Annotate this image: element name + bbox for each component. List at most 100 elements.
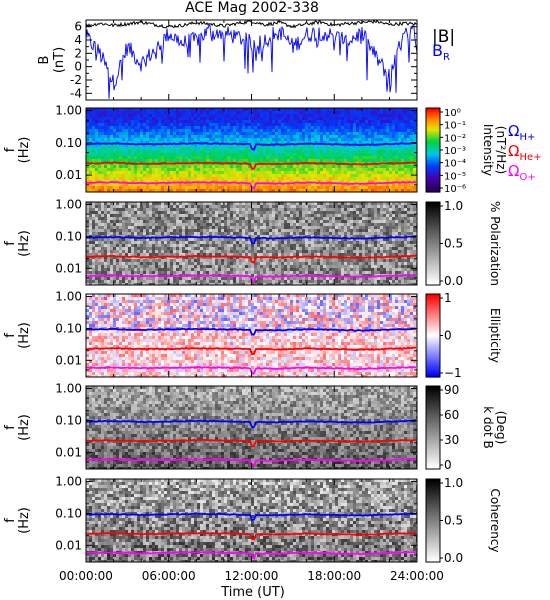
omega-o-line [85,366,417,375]
b-r-series-line [85,24,418,99]
y-tick-label: 0.10 [55,136,82,150]
x-tick-label: 24:00:00 [390,569,444,583]
colorbar-label: Ellipticity [488,308,502,363]
y-tick-label: -2 [70,73,82,87]
y-axis-label: f [3,241,18,246]
intensity-colorbar: 10⁰ 10⁻¹10⁻² 10⁻³ 10⁻⁴10⁻⁵ 10⁻⁶ Intensity (nT²… [425,107,508,195]
x-axis-label: Time (UT) [220,585,285,600]
omega-he-line [85,531,417,541]
y-tick-label: 0.01 [55,353,82,367]
colorbar-tick-label: −1 [444,366,462,380]
colorbar-tick-label: 1.0 [444,199,463,213]
colorbar-unit: (nT²/Hz) [494,126,508,174]
y-axis-label: f [3,333,18,338]
wave-normal-angle-colorbar: 90 60 30 0 k dot B (Deg) [425,383,508,472]
legend-b-total: |B| [432,27,455,47]
colorbar-tick-label: 10⁰ [444,108,461,119]
y-tick-label: 0.10 [55,506,82,520]
ellipticity-panel: 1.00 0.10 0.01 f (Hz) 1 0 −1 Ellipticity [3,290,502,380]
omega-h-line [85,419,417,429]
colorbar-tick-label: 60 [444,408,459,422]
y-tick-label: 0.01 [55,261,82,275]
y-tick-label: 1.00 [55,475,82,489]
legend-omega-h: ΩH+ [508,122,535,143]
y-axis-unit: (Hz) [17,507,32,534]
intensity-panel: 1.00 0.10 0.01 f (Hz) 10⁰ 10⁻¹10⁻² 10⁻³ 10⁻⁴10⁻⁵… [3,104,508,195]
omega-he-line [85,438,417,448]
y-tick-label: 0.01 [55,538,82,552]
b-legend: |B| BR [432,27,455,63]
omega-h-line [85,235,417,245]
colorbar-tick-label: 0.5 [444,237,463,251]
omega-o-line [85,180,417,190]
legend-omega-he: ΩHe+ [508,142,542,163]
y-tick-label: 1.00 [55,382,82,396]
ellipticity-colorbar: 1 0 −1 Ellipticity [425,291,502,380]
y-tick-label: 0.01 [55,168,82,182]
omega-he-line [86,346,416,356]
y-tick-label: 0.10 [55,321,82,335]
colorbar-tick-label: 10⁻³ [444,146,466,157]
y-axis-label: f [3,147,18,152]
legend-b-r: BR [432,41,450,63]
colorbar-tick-label: 1 [444,291,452,305]
polarization-panel: 1.00 0.10 0.01 f (Hz) 1.0 0.5 0.0 % Polarization [3,198,502,288]
y-tick-label: 6 [74,20,82,34]
x-tick-label: 00:00:00 [59,569,113,583]
y-axis-label: B [37,56,52,65]
coherency-panel: 1.00 0.10 0.01 f (Hz) 1.0 0.5 0.0 Coherency [3,475,502,565]
colorbar-tick-label: 90 [444,383,459,397]
y-tick-label: 2 [74,46,82,60]
omega-h-line [85,512,417,522]
omega-o-line [85,551,417,560]
omega-he-line [85,161,417,171]
y-axis-label: f [3,518,18,523]
y-tick-label: 1.00 [55,104,82,118]
colorbar-tick-label: 0.0 [444,551,463,565]
colorbar-tick-label: 0 [444,458,452,472]
y-axis-unit: (nT) [52,47,67,73]
x-tick-label: 12:00:00 [225,569,279,583]
y-tick-label: 1.00 [55,290,82,304]
y-tick-label: 0.10 [55,413,82,427]
colorbar-tick-label: 1.0 [444,476,463,490]
y-axis-unit: (Hz) [17,414,32,441]
colorbar-label: k dot B [481,406,495,448]
y-axis-label: f [3,425,18,430]
y-tick-label: 4 [74,33,82,47]
colorbar-label: % Polarization [488,201,502,286]
colorbar-unit: (Deg) [494,411,508,445]
colorbar-tick-label: 0.0 [444,274,463,288]
colorbar-tick-label: 0.5 [444,514,463,528]
omega-o-line [85,458,417,467]
coherency-colorbar: 1.0 0.5 0.0 Coherency [425,476,502,565]
polarization-colorbar: 1.0 0.5 0.0 % Polarization [425,199,502,288]
y-tick-label: 0.01 [55,445,82,459]
colorbar-tick-label: 10⁻² [444,133,466,144]
colorbar-label: Coherency [488,488,502,552]
x-tick-label: 18:00:00 [307,569,361,583]
colorbar-tick-label: 30 [444,433,459,447]
omega-o-line [85,274,417,283]
omega-legend: ΩH+ ΩHe+ ΩO+ [508,122,542,183]
y-tick-label: -4 [70,86,82,100]
y-tick-label: 0 [74,60,82,74]
y-axis-unit: (Hz) [17,230,32,257]
legend-omega-o: ΩO+ [508,162,536,183]
wave-normal-angle-panel: 1.00 0.10 0.01 f (Hz) 90 60 30 0 k dot B (Deg) [3,382,508,472]
colorbar-tick-label: 10⁻⁴ [444,159,466,170]
colorbar-label: Intensity [481,124,495,176]
colorbar-tick-label: 10⁻¹ [444,121,466,132]
x-axis-tick-labels: 00:00:00 06:00:00 12:00:00 18:00:00 24:00:00 [59,569,444,583]
colorbar-tick-label: 10⁻⁵ [444,171,466,182]
x-tick-label: 06:00:00 [142,569,196,583]
omega-he-line [86,254,417,264]
colorbar-tick-label: 10⁻⁶ [444,184,466,195]
y-tick-label: 1.00 [55,198,82,212]
omega-h-line [85,327,416,336]
y-tick-label: 0.10 [55,229,82,243]
figure-title: ACE Mag 2002-338 [185,0,319,16]
